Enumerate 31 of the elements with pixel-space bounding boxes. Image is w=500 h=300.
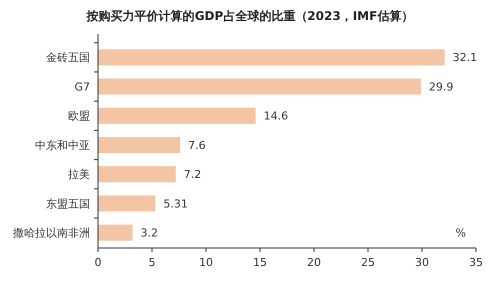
x-tick-label: 20 <box>307 256 321 269</box>
data-label: 3.2 <box>140 226 158 240</box>
data-label: 7.6 <box>188 138 206 152</box>
data-label: 14.6 <box>264 110 288 123</box>
x-tick-label: 25 <box>361 256 375 269</box>
x-tick-label: 0 <box>94 256 102 269</box>
y-tick-label: 撒哈拉以南非洲 <box>13 226 90 240</box>
y-tick-label: 东盟五国 <box>46 197 90 210</box>
annotation: % <box>456 226 466 240</box>
y-tick-label: 拉美 <box>68 168 90 182</box>
data-label: 32.1 <box>452 51 478 64</box>
data-label: 5.31 <box>163 197 188 210</box>
bar <box>98 195 156 212</box>
x-tick-label: 10 <box>199 256 213 269</box>
data-label: 7.2 <box>184 168 202 182</box>
bar <box>98 166 176 182</box>
x-tick-label: 15 <box>253 256 267 269</box>
bar <box>98 108 256 124</box>
x-tick-label: 30 <box>415 256 429 269</box>
y-tick-label: 金砖五国 <box>46 51 90 64</box>
bar <box>98 49 445 66</box>
y-tick-label: 欧盟 <box>68 110 90 123</box>
x-tick-label: 35 <box>469 256 483 269</box>
chart-title: 按购买力平价计算的GDP占全球的比重（2023，IMF估算） <box>86 9 414 23</box>
data-label: 29.9 <box>428 80 454 94</box>
bar <box>98 78 421 95</box>
y-tick-label: 中东和中亚 <box>35 138 90 152</box>
y-tick-label: G7 <box>74 80 90 94</box>
bar <box>98 136 180 154</box>
x-tick-label: 5 <box>148 256 156 269</box>
bar <box>98 224 133 241</box>
